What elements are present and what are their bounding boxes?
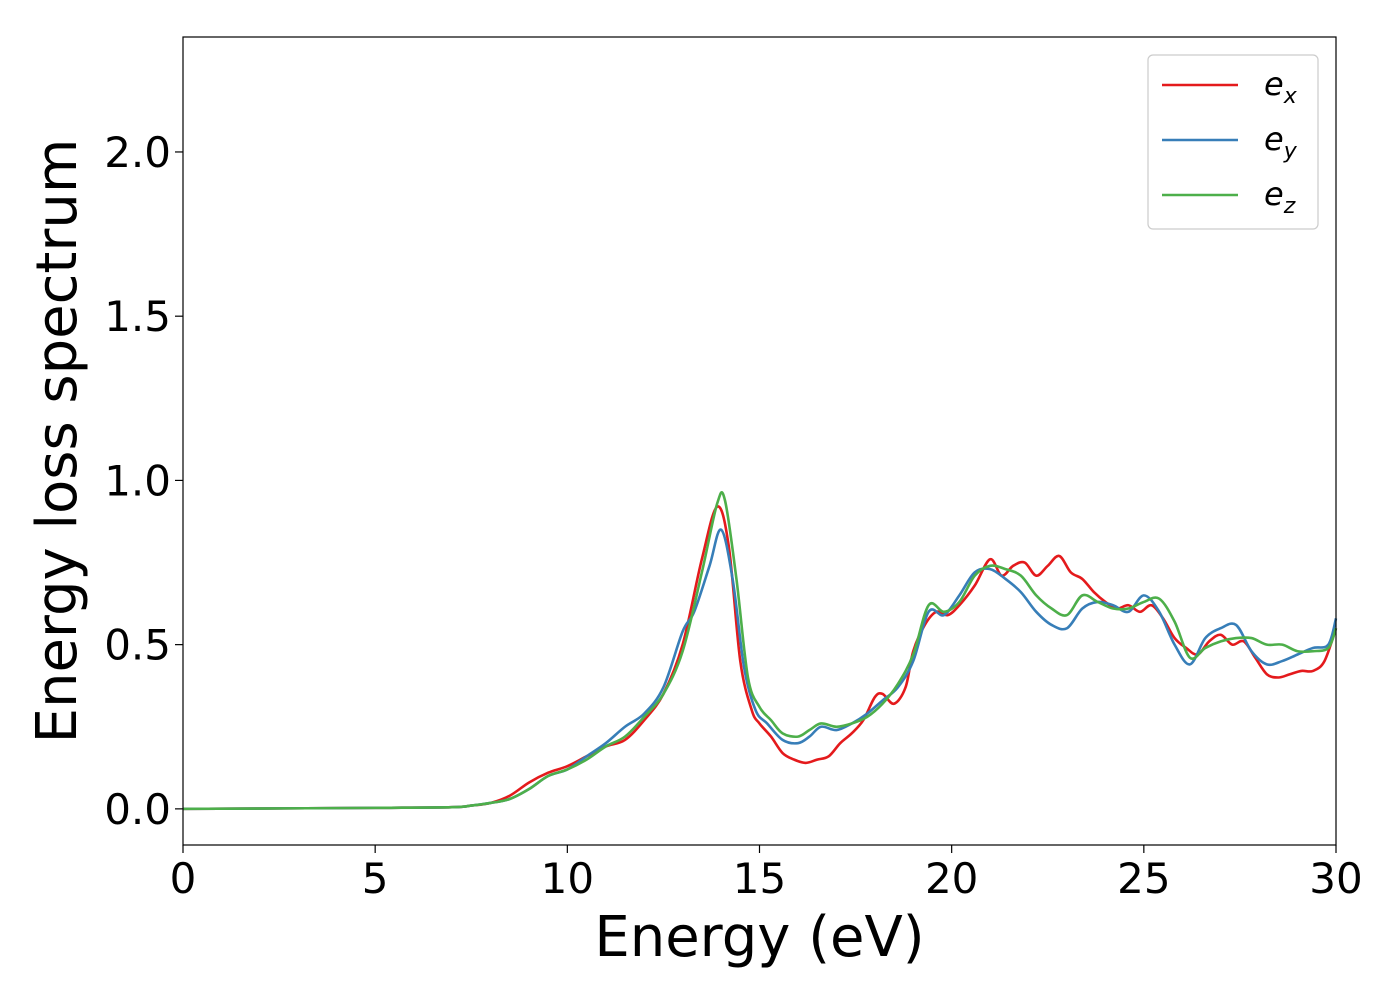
series-layer (182, 491, 1338, 811)
legend-label-base: e (1264, 120, 1284, 158)
y-tick-label: 2.0 (104, 128, 171, 177)
legend-label-z: ez (1264, 175, 1296, 219)
y-axis-label: Energy loss spectrum (25, 139, 90, 744)
legend-label-x: ex (1264, 65, 1298, 109)
x-tick-label: 15 (733, 854, 786, 903)
x-tick-label: 10 (541, 854, 594, 903)
legend-label-subscript: z (1283, 194, 1296, 219)
series-line-z (182, 491, 1338, 811)
legend-label-base: e (1264, 175, 1284, 213)
y-axis: 0.0 0.5 1.0 1.5 2.0 (104, 128, 183, 834)
x-tick-label: 30 (1309, 854, 1362, 903)
y-tick-label: 1.0 (104, 456, 171, 505)
y-tick-label: 0.0 (104, 785, 171, 834)
legend-label-subscript: y (1283, 139, 1298, 164)
x-axis: 0 5 10 15 20 25 30 (170, 845, 1363, 903)
legend-label-y: ey (1264, 120, 1298, 164)
legend-label-subscript: x (1283, 84, 1298, 109)
legend-box (1147, 54, 1319, 230)
x-tick-label: 20 (925, 854, 978, 903)
x-tick-label: 5 (362, 854, 389, 903)
y-tick-label: 1.5 (104, 292, 171, 341)
series-line-y (182, 528, 1338, 811)
y-tick-label: 0.5 (104, 621, 171, 670)
x-tick-label: 0 (170, 854, 197, 903)
x-axis-label: Energy (eV) (594, 905, 924, 970)
x-tick-label: 25 (1117, 854, 1170, 903)
legend-label-base: e (1264, 65, 1284, 103)
